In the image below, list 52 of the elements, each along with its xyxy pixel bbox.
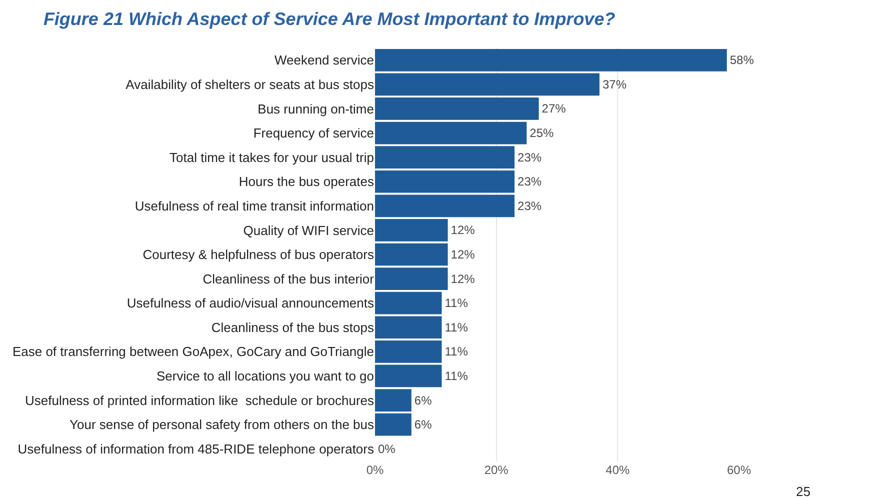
x-tick-label: 0% <box>366 463 384 477</box>
data-label: 27% <box>542 102 566 116</box>
y-tick-label: Cleanliness of the bus interior <box>202 271 375 286</box>
bar <box>375 268 448 290</box>
data-label: 11% <box>444 320 468 334</box>
y-tick-label: Usefulness of printed information like schedule or brochures <box>24 392 374 408</box>
data-label: 58% <box>730 53 754 68</box>
bar <box>375 98 539 120</box>
y-tick-label: Cleanliness of the bus stops <box>211 320 374 335</box>
y-tick-label: Courtesy & helpfulness of bus operators <box>142 247 374 262</box>
y-tick-label: Quality of WIFI service <box>243 222 374 238</box>
y-tick-label: Usefulness of audio/visual announcements <box>126 296 374 311</box>
text: 25 <box>796 484 810 499</box>
data-label: 25% <box>530 126 554 140</box>
bar <box>375 389 412 412</box>
data-label: 6% <box>414 393 432 408</box>
bar <box>375 364 442 388</box>
x-tick-label: 40% <box>606 463 630 477</box>
data-label: 12% <box>450 248 476 262</box>
data-label: 11% <box>444 368 468 383</box>
bar <box>375 122 527 144</box>
bar <box>375 340 442 363</box>
y-tick-label: Service to all locations you want to go <box>156 368 374 384</box>
y-tick-label: Weekend service <box>274 52 374 68</box>
bar <box>375 219 448 242</box>
y-tick-label: Hours the bus operates <box>238 174 374 190</box>
data-label: 23% <box>518 150 542 164</box>
data-label: 6% <box>414 418 432 432</box>
bar <box>375 146 515 168</box>
y-tick-label: Total time it takes for your usual trip <box>170 150 374 165</box>
y-tick-label: Frequency of service <box>253 126 374 141</box>
y-tick-label: Usefulness of information from 485-RIDE telephone operators <box>18 441 374 456</box>
y-tick-label: Usefulness of real time transit information <box>134 198 374 214</box>
x-tick-label: 20% <box>484 463 509 477</box>
data-label: 37% <box>602 77 627 92</box>
x-tick-label: 60% <box>726 463 752 477</box>
bar <box>375 73 600 96</box>
bar <box>375 48 727 72</box>
data-label: 11% <box>444 344 468 359</box>
data-label: 12% <box>450 272 476 286</box>
data-label: 23% <box>518 174 542 189</box>
y-tick-label: Availability of shelters or seats at bus stops <box>126 76 374 92</box>
bar <box>375 243 448 266</box>
bar <box>375 413 412 436</box>
data-label: 0% <box>378 442 396 456</box>
data-label: 12% <box>450 223 476 238</box>
y-tick-label: Bus running on-time <box>258 101 374 116</box>
y-tick-label: Your sense of personal safety from others on the bus <box>70 417 374 432</box>
data-label: 23% <box>518 198 542 213</box>
chart-title: Figure 21 Which Aspect of Service Are Most Important to Improve? <box>43 9 616 30</box>
y-tick-label: Ease of transferring between GoApex, GoCary and GoTriangle <box>12 344 374 360</box>
data-label: 11% <box>444 296 468 310</box>
